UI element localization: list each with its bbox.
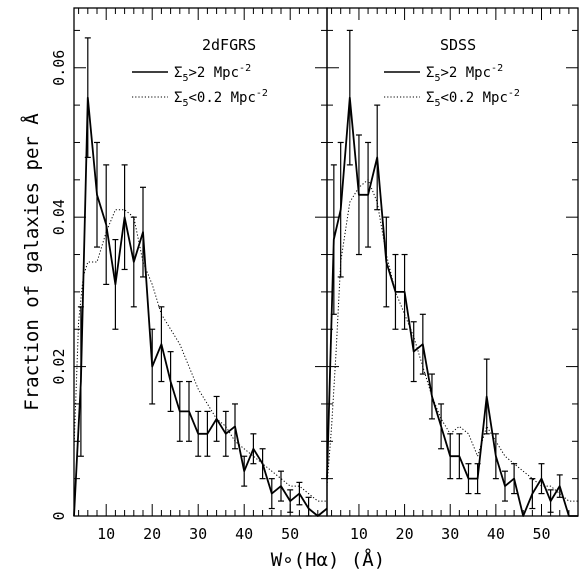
x-tick-label: 30 — [441, 525, 459, 543]
axis-ticks: 10 20 30 40 50 0 0.02 0.04 0.06 — [50, 8, 328, 543]
panel-title: SDSS — [440, 36, 476, 54]
panel-title: 2dFGRS — [202, 36, 256, 54]
panel-frame — [326, 7, 579, 517]
panel-sdss: 10 20 30 40 50 SDSS Σ5>2 Mpc-2 Σ5<0.2 Mpc-2 — [326, 7, 579, 543]
x-axis-title: W∘(Hα) (Å) — [271, 548, 385, 571]
x-tick-label: 50 — [281, 525, 299, 543]
chart-marks — [326, 29, 578, 517]
y-tick-label: 0.04 — [50, 199, 68, 235]
x-tick-label: 10 — [350, 525, 368, 543]
series-line-dotted — [73, 209, 327, 502]
series-line-solid — [73, 96, 328, 517]
x-tick-label: 50 — [532, 525, 550, 543]
chart-marks — [73, 37, 328, 517]
x-tick-label: 20 — [143, 525, 161, 543]
y-tick-label: 0.06 — [50, 50, 68, 86]
legend-label-solid: Σ5>2 Mpc-2 — [426, 63, 503, 84]
x-tick-label: 30 — [189, 525, 207, 543]
legend-label-solid: Σ5>2 Mpc-2 — [174, 63, 251, 84]
legend: Σ5>2 Mpc-2 Σ5<0.2 Mpc-2 — [384, 63, 520, 109]
series-line-solid — [326, 96, 578, 517]
x-tick-label: 20 — [396, 525, 414, 543]
legend-label-dotted: Σ5<0.2 Mpc-2 — [174, 88, 268, 109]
y-tick-label: 0 — [50, 511, 68, 520]
y-axis-title: Fraction of galaxies per Å — [20, 113, 43, 411]
panel-2dfgrs: 10 20 30 40 50 0 0.02 0.04 0.06 2dFGRS Σ5>2 Mpc-… — [50, 7, 328, 543]
x-tick-label: 40 — [487, 525, 505, 543]
series-line-dotted — [326, 178, 578, 502]
axis-ticks: 10 20 30 40 50 — [327, 8, 579, 543]
legend-label-dotted: Σ5<0.2 Mpc-2 — [426, 88, 520, 109]
y-tick-label: 0.02 — [50, 349, 68, 385]
x-tick-label: 40 — [235, 525, 253, 543]
x-tick-label: 10 — [97, 525, 115, 543]
legend: Σ5>2 Mpc-2 Σ5<0.2 Mpc-2 — [132, 63, 268, 109]
